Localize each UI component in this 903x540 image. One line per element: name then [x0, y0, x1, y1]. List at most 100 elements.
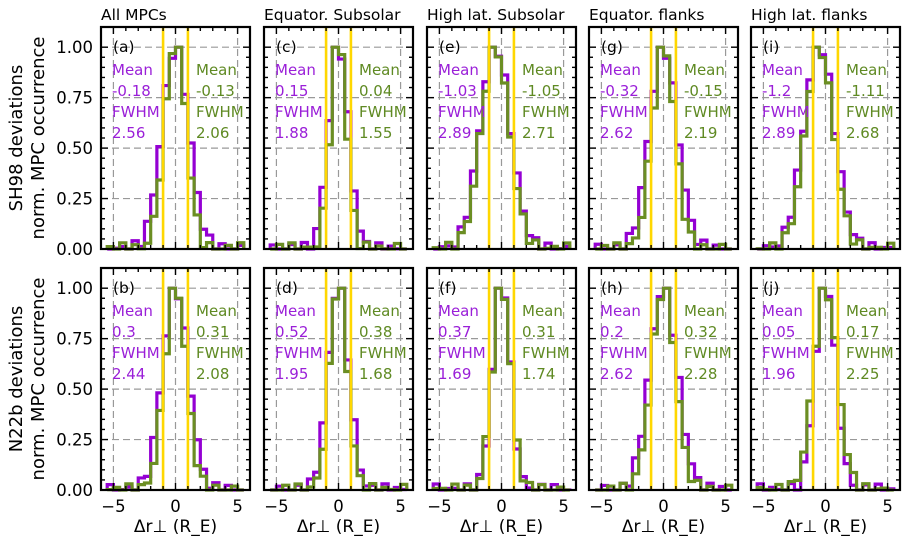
panel-label: (h) [601, 279, 623, 297]
x-tick-label: −5 [101, 497, 125, 516]
x-tick-label: 0 [820, 497, 831, 516]
y-tick-label: 0.25 [56, 190, 93, 209]
series-1-width-label: FWHM [762, 103, 810, 121]
series-1-width-value: 2.62 [600, 124, 633, 142]
series-2-stat-label: Mean [522, 61, 563, 79]
histogram-series-2 [105, 286, 244, 492]
x-axis-label: Δr⊥ (R_E) [784, 517, 867, 537]
series-2-width-label: FWHM [684, 344, 732, 362]
series-1-width-label: FWHM [275, 103, 323, 121]
series-1-stat-value: -1.2 [762, 82, 791, 100]
x-tick-label: 5 [882, 497, 893, 516]
series-1-width-label: FWHM [275, 344, 323, 362]
panel-label: (a) [113, 38, 135, 56]
series-2-width-label: FWHM [522, 103, 570, 121]
series-2-width-value: 2.08 [196, 365, 229, 383]
series-1-width-label: FWHM [762, 344, 810, 362]
column-title: High lat. Subsolar [427, 6, 565, 24]
x-axis-label: Δr⊥ (R_E) [134, 517, 217, 537]
panel-g: Equator. flanks (g) Mean -0.32 FWHM 2.62 Mean -… [587, 6, 740, 251]
panel-label: (e) [439, 38, 461, 56]
panel-e: High lat. Subsolar (e) Mean -1.03 FWHM 2.89 Me… [425, 6, 578, 251]
series-2-stat-label: Mean [684, 61, 725, 79]
series-2-width-label: FWHM [359, 344, 407, 362]
x-tick-label: 5 [232, 497, 243, 516]
histogram-series-2 [595, 286, 734, 492]
y-tick-label: 0.50 [56, 139, 93, 158]
y-tick-label: 0.50 [56, 380, 93, 399]
series-2-width-value: 1.55 [359, 124, 392, 142]
series-1-stat-label: Mean [762, 302, 803, 320]
series-2-width-value: 1.68 [359, 365, 392, 383]
column-title: All MPCs [101, 6, 167, 24]
series-2-stat-value: -1.11 [846, 82, 885, 100]
series-1-width-label: FWHM [438, 103, 486, 121]
series-2-stat-value: 0.31 [522, 323, 555, 341]
series-1-stat-value: -1.03 [438, 82, 477, 100]
row-label-2-line2: norm. MPC occurrence [28, 278, 49, 481]
panel-h: −5 0 5 Δr⊥ (R_E) (h) Mean 0.2 FWHM 2.62 Mean 0.32 F… [587, 266, 740, 537]
series-1-stat-value: 0.15 [275, 82, 308, 100]
series-2-width-value: 2.71 [522, 124, 555, 142]
x-tick-label: −5 [751, 497, 775, 516]
series-1-stat-label: Mean [438, 61, 479, 79]
x-axis-label: Δr⊥ (R_E) [297, 517, 380, 537]
series-1-stat-label: Mean [762, 61, 803, 79]
series-2-width-label: FWHM [196, 103, 244, 121]
x-tick-label: 5 [395, 497, 406, 516]
series-1-width-value: 2.89 [438, 124, 471, 142]
series-1-width-label: FWHM [438, 344, 486, 362]
series-1-width-value: 2.56 [112, 124, 145, 142]
panel-label: (d) [276, 279, 298, 297]
series-1-width-value: 1.95 [275, 365, 308, 383]
series-2-stat-label: Mean [846, 302, 887, 320]
panel-f: −5 0 5 Δr⊥ (R_E) (f) Mean 0.37 FWHM 1.69 Mean 0.31… [425, 266, 578, 537]
y-tick-label: 0.75 [56, 89, 93, 108]
y-tick-label: 0.75 [56, 330, 93, 349]
y-tick-label: 0.00 [56, 481, 93, 500]
column-title: Equator. Subsolar [264, 6, 401, 24]
series-2-stat-label: Mean [196, 61, 237, 79]
series-2-stat-value: 0.04 [359, 82, 392, 100]
series-1-width-value: 1.69 [438, 365, 471, 383]
column-title: Equator. flanks [589, 6, 704, 24]
series-2-stat-value: -1.05 [522, 82, 561, 100]
series-1-stat-label: Mean [600, 302, 641, 320]
histogram-series-2 [755, 286, 894, 492]
series-2-stat-value: 0.32 [684, 323, 717, 341]
x-axis-label: Δr⊥ (R_E) [622, 517, 705, 537]
series-1-stat-label: Mean [275, 302, 316, 320]
series-2-width-label: FWHM [846, 103, 894, 121]
series-2-stat-value: -0.15 [684, 82, 723, 100]
series-1-stat-value: -0.18 [112, 82, 151, 100]
row-labels: SH98 deviations norm. MPC occurrenceN22b … [6, 37, 49, 481]
panel-label: (j) [763, 279, 779, 297]
y-tick-label: 0.00 [56, 240, 93, 259]
x-tick-label: 0 [333, 497, 344, 516]
series-1-width-value: 2.89 [762, 124, 795, 142]
x-axis-label: Δr⊥ (R_E) [460, 517, 543, 537]
y-tick-label: 0.25 [56, 431, 93, 450]
series-1-stat-value: 0.3 [112, 323, 136, 341]
series-1-stat-value: 0.52 [275, 323, 308, 341]
series-2-width-value: 2.28 [684, 365, 717, 383]
series-1-stat-value: 0.2 [600, 323, 624, 341]
series-2-width-label: FWHM [684, 103, 732, 121]
y-tick-label: 1.00 [56, 38, 93, 57]
series-2-width-value: 2.68 [846, 124, 879, 142]
series-1-width-label: FWHM [600, 103, 648, 121]
series-1-width-value: 2.62 [600, 365, 633, 383]
panel-label: (i) [763, 38, 779, 56]
series-1-stat-label: Mean [112, 302, 153, 320]
series-2-stat-label: Mean [359, 61, 400, 79]
series-1-width-value: 2.44 [112, 365, 145, 383]
histogram-series-2 [431, 286, 570, 492]
panel-label: (c) [276, 38, 297, 56]
x-tick-label: 5 [720, 497, 731, 516]
series-1-width-label: FWHM [112, 103, 160, 121]
x-tick-label: −5 [589, 497, 613, 516]
series-1-stat-value: -0.32 [600, 82, 639, 100]
series-2-stat-label: Mean [846, 61, 887, 79]
